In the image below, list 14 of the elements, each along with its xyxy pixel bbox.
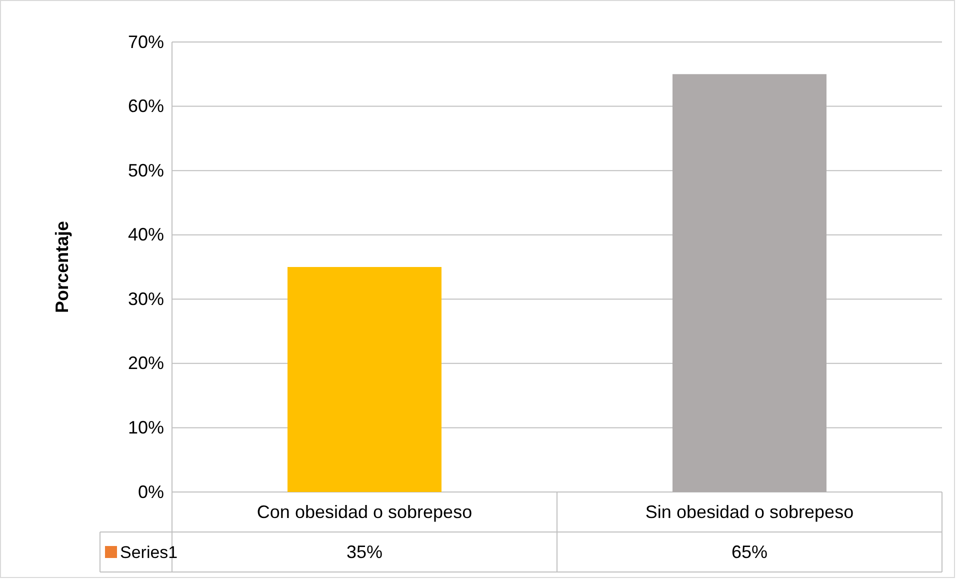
y-tick-label: 70% <box>128 32 164 52</box>
x-tick-label: Con obesidad o sobrepeso <box>256 502 472 522</box>
text: Series1 <box>120 543 178 562</box>
data-label: 65% <box>731 542 768 562</box>
y-tick-label: 10% <box>128 417 164 438</box>
y-tick-label: 30% <box>128 288 164 309</box>
y-tick-label: 40% <box>128 224 164 245</box>
y-tick-label: 20% <box>128 353 164 374</box>
y-tick-label: 0% <box>138 482 164 502</box>
y-axis-title: Porcentaje <box>52 220 72 314</box>
y-tick-label: 50% <box>128 160 164 180</box>
data-label: 35% <box>346 542 383 562</box>
y-tick-label: 60% <box>128 96 164 116</box>
x-tick-label: Sin obesidad o sobrepeso <box>645 502 854 522</box>
